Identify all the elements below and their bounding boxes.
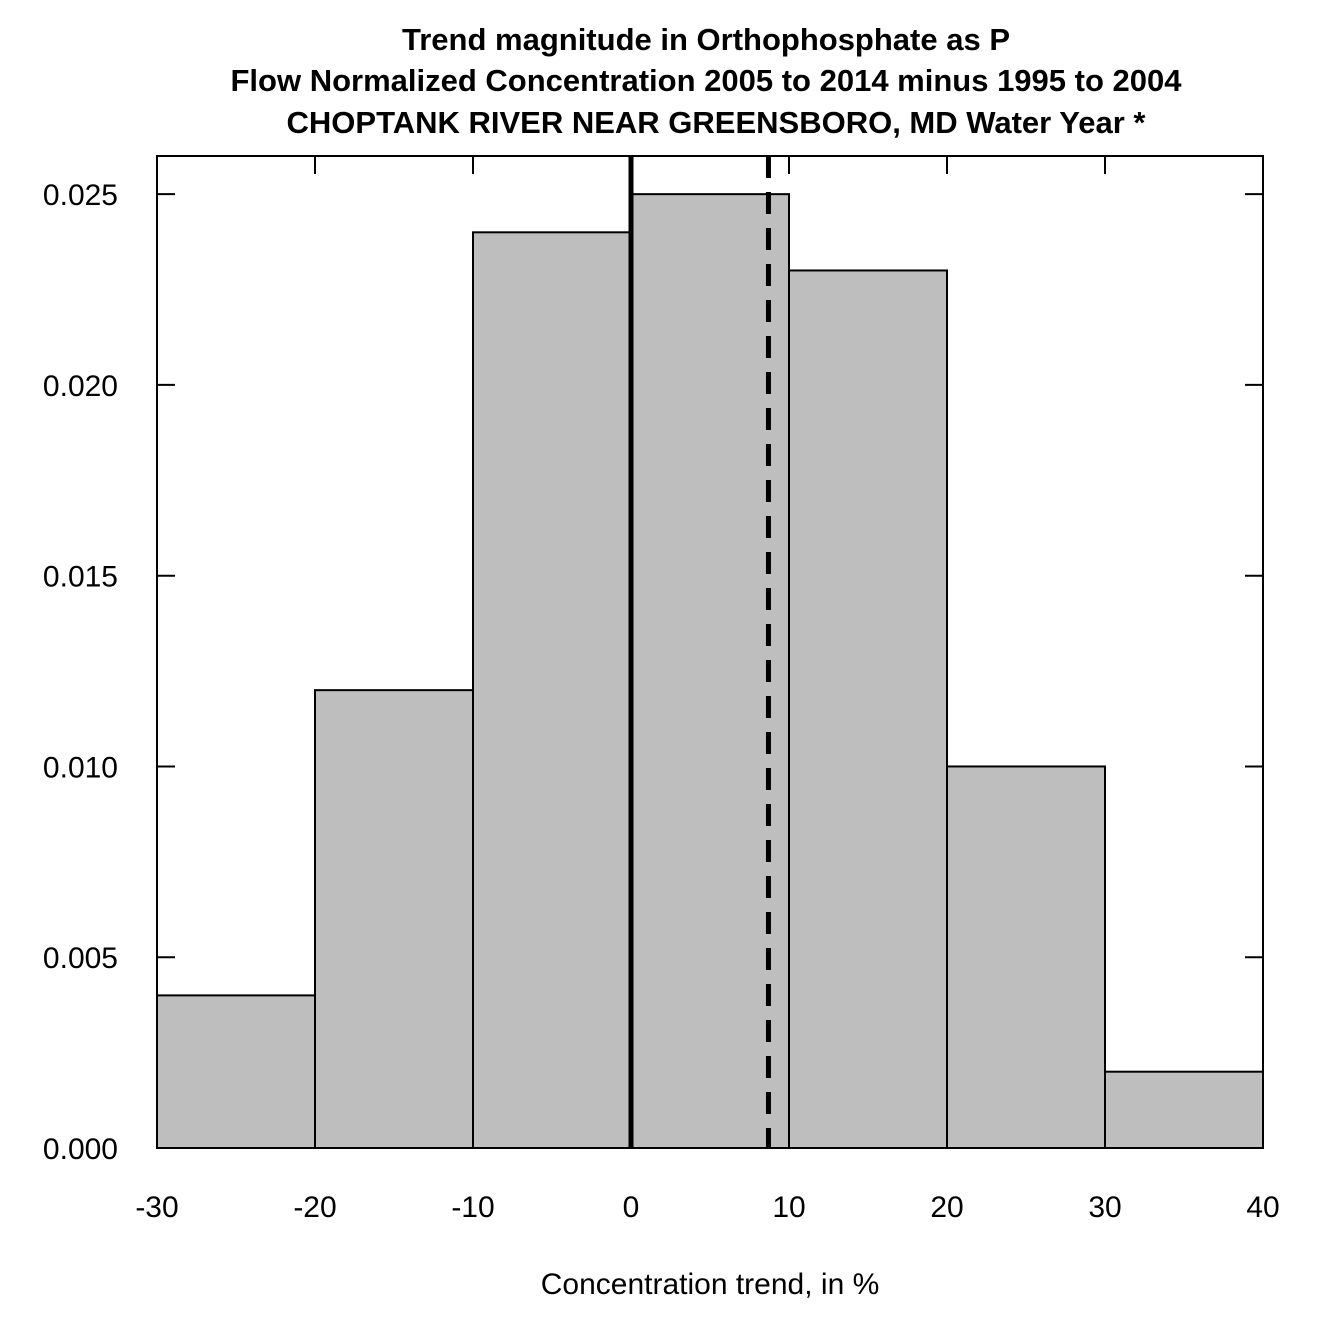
title-line-2: Flow Normalized Concentration 2005 to 20… (231, 63, 1183, 98)
plot-frame (156, 155, 1264, 1149)
histogram-bar-2 (472, 231, 632, 1150)
x-axis: -30 -20 -10 0 10 20 30 40 (135, 156, 1280, 1224)
y-tick-label: 0.020 (43, 370, 118, 403)
histogram-bars (156, 193, 1264, 1150)
histogram-bar-5 (946, 765, 1106, 1149)
x-tick-label: 0 (623, 1191, 640, 1224)
x-tick-label: 40 (1246, 1191, 1279, 1224)
x-tick-label: 30 (1088, 1191, 1121, 1224)
title-line-3: CHOPTANK RIVER NEAR GREENSBORO, MD Water… (287, 105, 1147, 140)
title-line-1: Trend magnitude in Orthophosphate as P (402, 22, 1010, 57)
y-axis: 0.000 0.005 0.010 0.015 0.020 0.025 (43, 179, 1263, 1166)
y-tick-label: 0.005 (43, 942, 118, 975)
histogram-bar-3 (630, 193, 790, 1149)
y-tick-label: 0.015 (43, 561, 118, 594)
x-axis-label: Concentration trend, in % (541, 1268, 880, 1301)
y-tick-label: 0.025 (43, 179, 118, 212)
chart-title: Trend magnitude in Orthophosphate as P F… (231, 22, 1183, 140)
x-tick-label: -10 (451, 1191, 494, 1224)
reference-lines (628, 156, 771, 1148)
x-tick-label: -30 (135, 1191, 178, 1224)
histogram-bar-4 (788, 269, 948, 1149)
histogram-bar-6 (1104, 1070, 1264, 1149)
histogram-bar-0 (156, 994, 316, 1150)
y-tick-label: 0.010 (43, 751, 118, 784)
x-tick-label: -20 (293, 1191, 336, 1224)
x-tick-label: 10 (772, 1191, 805, 1224)
x-tick-label: 20 (930, 1191, 963, 1224)
histogram-bar-1 (314, 689, 474, 1150)
y-tick-label: 0.000 (43, 1133, 118, 1166)
